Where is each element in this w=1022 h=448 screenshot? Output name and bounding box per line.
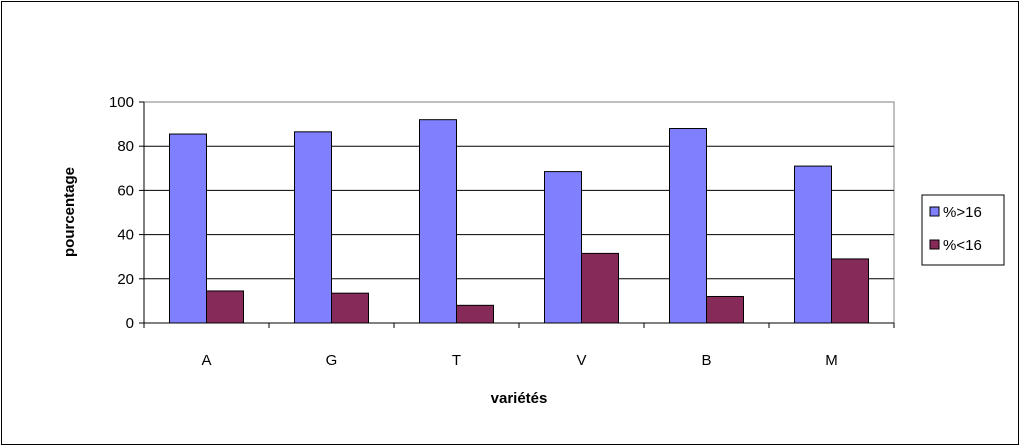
x-axis-title: variétés xyxy=(491,390,548,407)
legend-swatch-series-1 xyxy=(929,206,940,217)
x-tick-label: M xyxy=(825,352,838,369)
x-tick-label: B xyxy=(701,352,711,369)
x-tick-label: T xyxy=(452,352,461,369)
bar-gt16-V xyxy=(544,171,582,324)
bar-gt16-B xyxy=(669,128,707,324)
bar-lt16-A xyxy=(206,290,244,324)
bar-gt16-T xyxy=(419,119,457,324)
bar-lt16-B xyxy=(706,295,744,324)
gridlines xyxy=(144,145,894,280)
y-tick-label: 100 xyxy=(109,94,134,111)
legend-label-series-1: %>16 xyxy=(943,204,982,221)
legend-swatch-series-2 xyxy=(929,239,940,250)
x-tick-label: V xyxy=(576,352,586,369)
bar-gt16-M xyxy=(794,165,832,324)
y-ticks: 0 20 40 60 80 100 xyxy=(109,94,144,332)
bar-lt16-T xyxy=(456,304,494,324)
bar-gt16-G xyxy=(294,131,332,324)
y-tick-label: 0 xyxy=(126,315,134,332)
bar-lt16-V xyxy=(581,252,619,324)
bar-lt16-M xyxy=(831,258,869,324)
y-tick-label: 20 xyxy=(117,271,134,288)
bar-lt16-G xyxy=(331,292,369,324)
y-axis-title: pourcentage xyxy=(61,167,78,257)
y-tick-label: 80 xyxy=(117,138,134,155)
legend: %>16 %<16 xyxy=(921,194,1005,266)
legend-label-series-2: %<16 xyxy=(943,237,982,254)
y-tick-label: 60 xyxy=(117,182,134,199)
x-tick-label: A xyxy=(201,352,211,369)
plot-area xyxy=(143,101,895,324)
y-tick-label: 40 xyxy=(117,227,134,244)
x-tick-label: G xyxy=(326,352,338,369)
bar-gt16-A xyxy=(169,133,207,324)
